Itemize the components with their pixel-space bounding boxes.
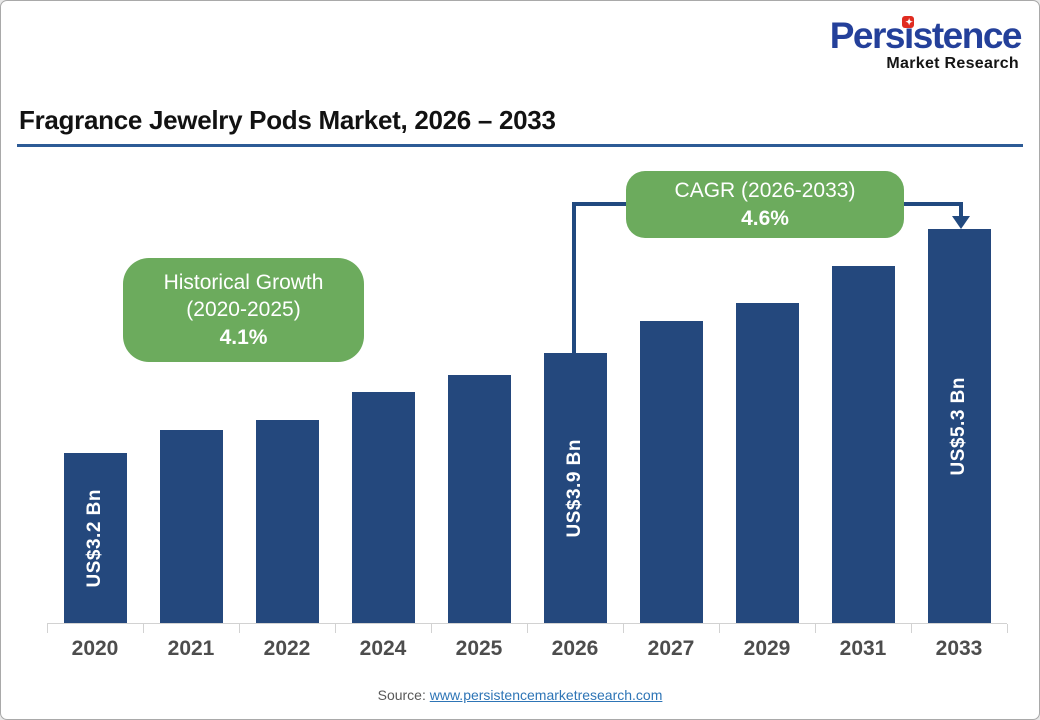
- axis-tick: [623, 624, 624, 633]
- axis-tick: [431, 624, 432, 633]
- page-title: Fragrance Jewelry Pods Market, 2026 – 20…: [19, 105, 556, 135]
- x-label-2020: 2020: [71, 637, 119, 660]
- source-link[interactable]: www.persistencemarketresearch.com: [429, 687, 663, 703]
- historical-growth-line2: (2020-2025): [186, 298, 301, 322]
- bar-2031: [831, 266, 895, 623]
- x-label-2025: 2025: [455, 637, 503, 660]
- x-label-2033: 2033: [935, 637, 983, 660]
- logo-wordmark: Persi ✦ stence: [829, 15, 1023, 56]
- logo-letter-i: i ✦: [902, 15, 915, 56]
- logo-text-part3: stence: [912, 15, 1023, 56]
- x-label-2029: 2029: [743, 637, 791, 660]
- cagr-connector-right-horizontal: [904, 202, 963, 206]
- cagr-connector-right-vertical: [959, 202, 963, 218]
- axis-tick: [47, 624, 48, 633]
- persistence-market-research-logo: Persi ✦ stence Market Research: [829, 15, 1023, 73]
- axis-tick: [1007, 624, 1008, 633]
- bar-2020: US$3.2 Bn: [63, 453, 127, 623]
- axis-tick: [239, 624, 240, 633]
- source-line: Source: www.persistencemarketresearch.co…: [1, 687, 1039, 703]
- x-label-2027: 2027: [647, 637, 695, 660]
- title-underline: [17, 144, 1023, 147]
- bar-2022: [255, 420, 319, 623]
- axis-tick: [815, 624, 816, 633]
- logo-subtitle: Market Research: [886, 55, 1019, 72]
- x-label-2021: 2021: [167, 637, 215, 660]
- axis-tick: [911, 624, 912, 633]
- x-label-2024: 2024: [359, 637, 407, 660]
- cagr-connector-left-vertical: [572, 202, 576, 353]
- source-label: Source:: [377, 687, 426, 703]
- arrow-down-icon: [952, 216, 970, 229]
- historical-growth-callout: Historical Growth (2020-2025) 4.1%: [123, 258, 364, 362]
- bar-2025: [447, 375, 511, 623]
- bar-value-label-2033: US$5.3 Bn: [948, 376, 969, 476]
- bar-2029: [735, 303, 799, 623]
- logo-text-part1: Pers: [829, 15, 906, 56]
- logo-star-icon: ✦: [902, 16, 915, 28]
- bar-value-label-2020: US$3.2 Bn: [84, 488, 105, 588]
- axis-tick: [719, 624, 720, 633]
- bar-2033: US$5.3 Bn: [927, 229, 991, 623]
- bar-2027: [639, 321, 703, 623]
- cagr-value: 4.6%: [741, 206, 789, 230]
- bar-2024: [351, 392, 415, 623]
- historical-growth-value: 4.1%: [219, 325, 268, 349]
- axis-tick: [335, 624, 336, 633]
- cagr-callout: CAGR (2026-2033) 4.6%: [626, 171, 904, 238]
- cagr-line1: CAGR (2026-2033): [674, 179, 856, 203]
- x-label-2031: 2031: [839, 637, 887, 660]
- axis-tick: [527, 624, 528, 633]
- historical-growth-line1: Historical Growth: [163, 271, 324, 295]
- axis-tick: [143, 624, 144, 633]
- x-label-2026: 2026: [551, 637, 599, 660]
- cagr-connector-left-horizontal: [572, 202, 626, 206]
- bar-value-label-2026: US$3.9 Bn: [564, 438, 585, 538]
- bar-2026: US$3.9 Bn: [543, 353, 607, 623]
- x-label-2022: 2022: [263, 637, 311, 660]
- x-axis-line: [47, 623, 1007, 624]
- bar-2021: [159, 430, 223, 623]
